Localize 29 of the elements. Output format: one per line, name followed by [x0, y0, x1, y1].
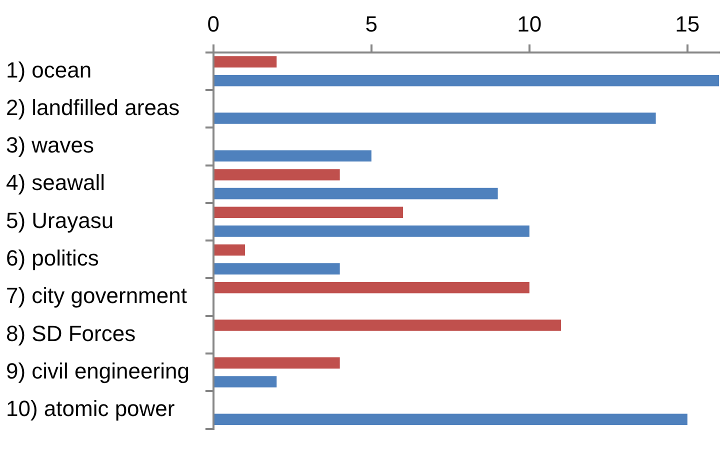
- bar: [214, 112, 656, 124]
- bar: [214, 263, 340, 274]
- y-tick-label: 9) civil engineering: [6, 358, 190, 384]
- x-tick-label: 5: [365, 11, 378, 36]
- y-tick-label: 8) SD Forces: [6, 320, 136, 346]
- bar: [214, 282, 530, 294]
- bar: [214, 357, 340, 369]
- bar: [214, 414, 688, 426]
- bar: [214, 206, 404, 218]
- bar: [214, 226, 530, 237]
- x-tick-label: 0: [207, 11, 220, 36]
- bar: [214, 376, 277, 388]
- y-tick-label: 1) ocean: [6, 57, 92, 82]
- y-tick-label: 6) politics: [6, 245, 99, 270]
- y-tick-label: 3) waves: [6, 132, 94, 158]
- bar: [214, 150, 372, 162]
- bar: [214, 320, 562, 331]
- bar: [214, 169, 340, 180]
- y-tick-label: 2) landfilled areas: [6, 94, 180, 120]
- bar: [214, 188, 498, 200]
- y-tick-label: 10) atomic power: [6, 396, 175, 422]
- x-tick-label: 10: [517, 11, 542, 36]
- bar: [214, 244, 246, 256]
- y-tick-label: 5) Urayasu: [6, 208, 114, 233]
- bar: [214, 56, 277, 68]
- bar: [214, 74, 719, 86]
- y-tick-label: 4) seawall: [6, 170, 106, 196]
- x-tick-label: 15: [675, 11, 700, 36]
- y-tick-label: 7) city government: [6, 283, 187, 308]
